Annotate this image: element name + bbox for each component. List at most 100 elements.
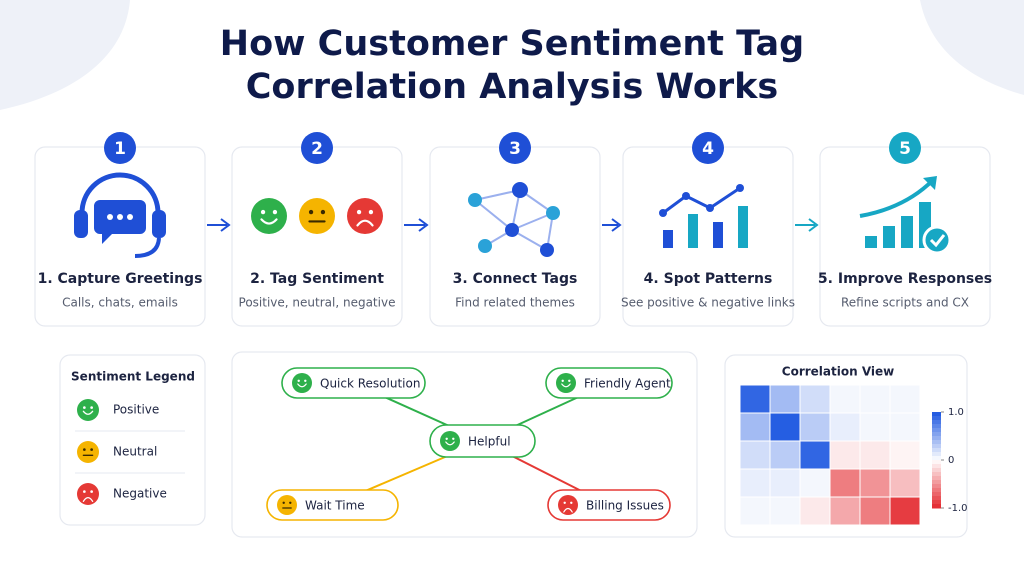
bar-icon [865, 236, 877, 248]
legend-label: Positive [113, 403, 159, 417]
decor [920, 0, 1024, 95]
heatmap-cell [859, 496, 891, 526]
eye [570, 501, 573, 504]
tag-node [266, 489, 399, 521]
dot [117, 214, 123, 220]
heatmap-cell [859, 384, 891, 414]
eye [272, 209, 278, 215]
colorbar-step [932, 448, 941, 453]
colorbar-label: 0 [948, 455, 954, 466]
heatmap-cell [769, 384, 801, 414]
step-number: 2 [311, 139, 323, 159]
node [478, 239, 492, 253]
heatmap-cell [739, 440, 771, 470]
heatmap-cell [829, 440, 861, 470]
eye [297, 379, 300, 382]
tag-node [281, 367, 426, 399]
heatmap-cell [769, 496, 801, 526]
colorbar-step [932, 504, 941, 509]
eye [452, 437, 455, 440]
step-badge [889, 132, 921, 164]
step-label: 5. Improve Responses [818, 271, 992, 287]
step-label: 2. Tag Sentiment [250, 271, 384, 287]
face-icon [77, 483, 99, 505]
heatmap-cell [889, 440, 921, 470]
step-text: Calls, chats, emails [62, 296, 178, 310]
bubble [94, 200, 146, 244]
step-label: 1. Capture Greetings [38, 271, 203, 287]
colorbar-step [932, 480, 941, 485]
colorbar-label: -1.0 [948, 503, 968, 514]
step-text: Find related themes [455, 296, 575, 310]
step-text: Positive, neutral, negative [239, 296, 396, 310]
heatmap-cell [889, 412, 921, 442]
bar-icon [688, 214, 698, 248]
face-icon [556, 373, 576, 393]
bar-icon [883, 226, 895, 248]
face-icon [292, 373, 312, 393]
trend-dot [706, 204, 714, 212]
heatmap-cell [769, 440, 801, 470]
title: How Customer Sentiment Tag [220, 24, 804, 64]
face-icon [440, 431, 460, 451]
heatmap-cell [739, 496, 771, 526]
mouth [563, 507, 573, 513]
heatmap-cell [829, 384, 861, 414]
edge [474, 199, 513, 231]
tag-node [429, 424, 536, 458]
step-number: 5 [899, 139, 911, 159]
colorbar-step [932, 424, 941, 429]
bar-icon [713, 222, 723, 248]
mouth [445, 441, 455, 446]
eye [356, 209, 362, 215]
step-badge [499, 132, 531, 164]
step-number: 4 [702, 139, 714, 159]
legend-title: Sentiment Legend [71, 370, 195, 384]
colorbar-step [932, 472, 941, 477]
colorbar-step [932, 436, 941, 441]
eye [260, 209, 266, 215]
step-number: 3 [509, 139, 521, 159]
colorbar-step [932, 444, 941, 449]
check-mark [929, 234, 946, 248]
eye [568, 379, 571, 382]
eye [561, 379, 564, 382]
colorbar-step [932, 432, 941, 437]
headset [134, 237, 161, 258]
dot [107, 214, 113, 220]
tag-label: Billing Issues [586, 499, 664, 513]
colorbar-step [932, 456, 941, 461]
mouth [297, 383, 307, 388]
heatmap-cell [889, 496, 921, 526]
heatmap-cell [769, 412, 801, 442]
eye [90, 448, 93, 451]
eye [308, 209, 314, 215]
title: Correlation Analysis Works [246, 67, 779, 107]
mouth [260, 218, 278, 225]
colorbar-step [932, 416, 941, 421]
step-badge [301, 132, 333, 164]
bar-icon [738, 206, 748, 248]
trend [662, 186, 741, 215]
heatmap-cell [829, 468, 861, 498]
heatmap-title: Correlation View [782, 365, 894, 379]
mouth [561, 383, 571, 388]
colorbar-step [932, 460, 941, 465]
tag-label: Friendly Agent [584, 377, 671, 391]
step-arrow-head [808, 218, 819, 232]
colorbar-step [932, 484, 941, 489]
bar-icon [901, 216, 913, 248]
legend-card [59, 354, 206, 526]
headset [79, 172, 161, 223]
tag-label: Quick Resolution [320, 377, 420, 391]
eye [368, 209, 374, 215]
step-text: Refine scripts and CX [841, 296, 969, 310]
colorbar-step [932, 492, 941, 497]
step-label: 3. Connect Tags [453, 271, 578, 287]
colorbar-step [932, 496, 941, 501]
heatmap-cell [799, 412, 831, 442]
heatmap-cell [829, 496, 861, 526]
step-badge [692, 132, 724, 164]
face-icon [277, 495, 297, 515]
